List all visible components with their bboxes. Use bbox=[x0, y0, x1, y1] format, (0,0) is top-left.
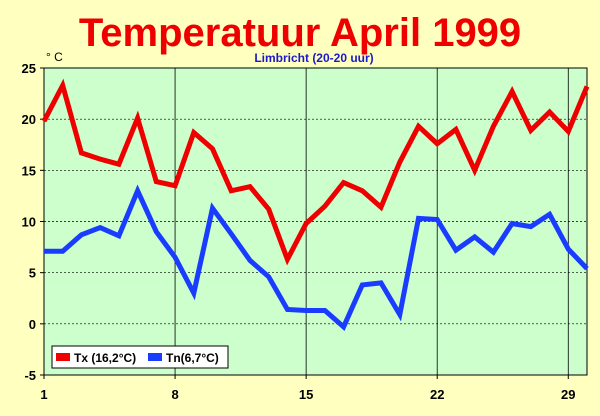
legend-swatch bbox=[56, 353, 70, 361]
legend-label: Tx (16,2°C) bbox=[74, 351, 136, 365]
y-tick-label: 25 bbox=[22, 61, 36, 76]
x-tick-label: 29 bbox=[561, 387, 575, 402]
legend-swatch bbox=[148, 353, 162, 361]
y-tick-label: 20 bbox=[22, 112, 36, 127]
y-tick-label: 0 bbox=[29, 317, 36, 332]
x-tick-label: 8 bbox=[171, 387, 178, 402]
legend-label: Tn(6,7°C) bbox=[166, 351, 219, 365]
y-tick-label: 15 bbox=[22, 163, 36, 178]
x-tick-label: 1 bbox=[40, 387, 47, 402]
chart-subtitle: Limbricht (20-20 uur) bbox=[254, 51, 373, 65]
series-line-tx bbox=[41, 78, 590, 266]
axis-tick-labels: -5 0 5 10 15 20 25 1 8 15 22 29 bbox=[22, 61, 576, 402]
y-tick-label: -5 bbox=[24, 368, 36, 383]
x-tick-label: 22 bbox=[430, 387, 444, 402]
y-axis-unit-label: ° C bbox=[46, 50, 63, 64]
series-line-tn bbox=[44, 184, 589, 332]
legend: Tx (16,2°C) Tn(6,7°C) bbox=[51, 345, 229, 369]
chart-title: Temperatuur April 1999 bbox=[79, 11, 521, 55]
x-tick-label: 15 bbox=[299, 387, 313, 402]
series-lines bbox=[41, 78, 590, 332]
legend-box bbox=[51, 345, 229, 369]
y-tick-label: 5 bbox=[29, 266, 36, 281]
y-tick-label: 10 bbox=[22, 215, 36, 230]
